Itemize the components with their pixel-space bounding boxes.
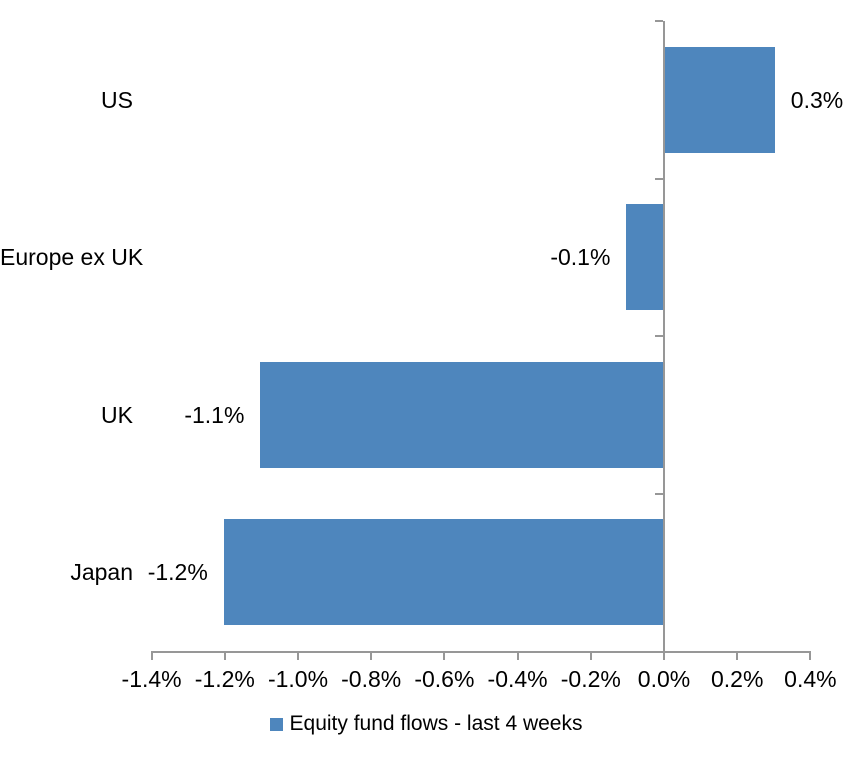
x-axis-tick-label: -1.0% [267,666,329,692]
x-axis-tick [223,651,226,660]
data-label: -1.1% [184,401,245,428]
x-axis-tick [150,651,153,660]
zero-axis-line [663,21,665,660]
category-axis-tick [655,492,663,495]
category-label: US [101,86,133,113]
x-axis-tick [297,651,299,660]
legend-label: Equity fund flows - last 4 weeks [289,712,583,735]
x-axis-tick-label: 0.4% [784,666,837,692]
x-axis-tick-label: -0.4% [487,666,548,692]
x-axis-tick [443,651,446,660]
x-axis-tick-label: 0.0% [637,666,691,692]
category-label: Europe ex UK [0,244,144,271]
x-axis-tick-label: -1.2% [194,666,255,692]
category-label: Japan [70,559,133,586]
x-axis-tick-label: 0.2% [710,666,764,692]
x-axis-tick-label: -0.6% [414,666,475,692]
x-axis-tick [370,651,373,660]
x-axis-tick [809,651,812,660]
legend-color-swatch [269,717,283,731]
x-axis-tick-label: -1.4% [121,666,182,692]
data-label: 0.3% [790,86,844,113]
x-axis-tick-label: -0.2% [560,666,621,692]
bar-us [665,46,775,153]
x-axis-tick-label: -0.8% [341,666,402,692]
legend: Equity fund flows - last 4 weeks [0,712,852,736]
x-axis-tick [516,651,519,660]
bar-europe-ex-uk [626,204,663,311]
x-axis-tick [736,651,739,660]
category-label: UK [101,401,133,428]
category-axis-tick [655,335,663,337]
bar-uk [260,361,663,468]
bar-japan [223,519,663,626]
category-axis-tick [655,177,663,180]
x-axis-tick [589,651,592,660]
category-axis-tick [655,20,663,22]
data-label: -0.1% [550,244,611,271]
data-label: -1.2% [147,559,208,586]
x-axis-line [151,651,811,653]
